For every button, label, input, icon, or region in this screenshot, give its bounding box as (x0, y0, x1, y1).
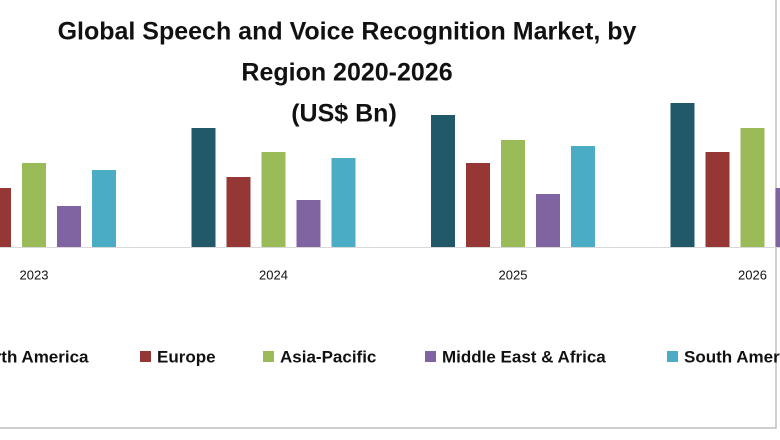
bar (705, 152, 730, 247)
legend-label: Middle East & Africa (442, 347, 606, 366)
legend-marker (667, 351, 678, 362)
bar (501, 140, 525, 247)
bar (331, 158, 356, 247)
x-tick-label: 2026 (738, 267, 767, 282)
bar (466, 163, 490, 247)
x-tick-label: 2024 (259, 267, 288, 282)
bar (92, 170, 116, 247)
bar (670, 103, 695, 247)
bar (536, 194, 560, 247)
bar (191, 128, 216, 247)
bar (571, 146, 595, 247)
chart-title: Global Speech and Voice Recognition Mark… (58, 18, 637, 46)
legend-label: Europe (157, 347, 216, 366)
bar (296, 200, 321, 247)
legend-marker (263, 351, 274, 362)
legend-marker (140, 351, 151, 362)
chart-subtitle: (US$ Bn) (291, 100, 397, 128)
bar (431, 115, 455, 247)
bar (0, 188, 11, 247)
bar (226, 177, 251, 247)
x-tick-label: 2023 (20, 267, 49, 282)
legend-label: North America (0, 347, 89, 366)
x-tick-label: 2025 (499, 267, 528, 282)
bar (775, 188, 780, 247)
bar (57, 206, 81, 247)
bar (22, 163, 46, 247)
legend-marker (425, 351, 436, 362)
legend-label: South America (684, 347, 780, 366)
bar (261, 152, 286, 247)
chart-title: Region 2020-2026 (241, 59, 452, 87)
bar (740, 128, 765, 247)
legend-label: Asia-Pacific (280, 347, 376, 366)
